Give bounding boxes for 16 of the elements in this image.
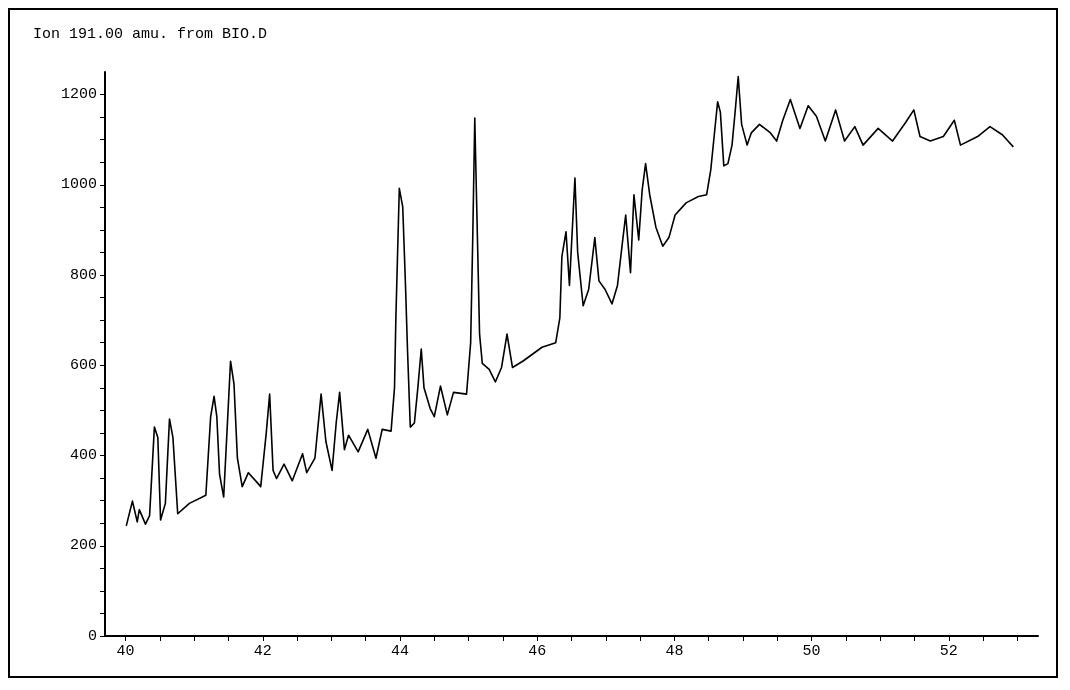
- y-tick-label: 600: [69, 356, 97, 374]
- y-tick-label: 800: [69, 266, 97, 284]
- line-series: [125, 75, 1015, 527]
- chart-title: Ion 191.00 amu. from BIO.D: [33, 26, 268, 43]
- x-tick-label: 48: [665, 643, 684, 660]
- x-tick-label: 44: [390, 643, 409, 660]
- x-tick-label: 50: [802, 643, 821, 660]
- y-tick-label: 1000: [60, 176, 97, 194]
- x-tick-label: 52: [939, 643, 958, 660]
- x-tick-label: 40: [116, 643, 135, 660]
- x-tick-label: 46: [528, 643, 547, 660]
- y-tick-label: 200: [69, 537, 97, 555]
- y-tick-label: 400: [69, 447, 97, 465]
- y-tick-label: 0: [87, 627, 97, 645]
- y-tick-label: 1200: [60, 86, 97, 104]
- x-tick-label: 42: [253, 643, 272, 660]
